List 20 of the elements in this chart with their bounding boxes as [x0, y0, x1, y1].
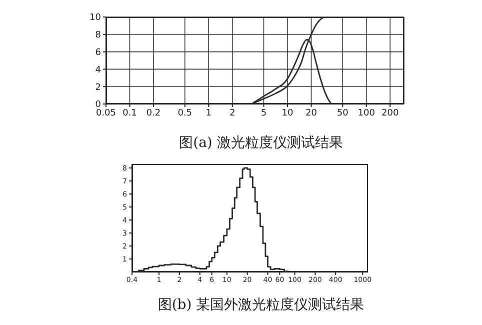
- text: 图(a) 激光粒度仪测试结果: [178, 134, 344, 153]
- x-tick-label: 0.1: [122, 108, 137, 118]
- x-tick-label: 2: [229, 108, 236, 118]
- x-tick-label: 50: [336, 108, 349, 118]
- x-tick-label: 10: [282, 108, 294, 118]
- x-tick-label: 5: [260, 108, 267, 118]
- y-tick-label: 2: [95, 82, 101, 93]
- text: 图(b) 某国外激光粒度仪测试结果: [156, 296, 366, 315]
- y-tick-label: 10: [90, 13, 102, 24]
- x-tick-label: 0.2: [146, 108, 161, 118]
- x-tick-label: 0.05: [96, 108, 116, 118]
- x-tick-label: 1: [206, 108, 212, 118]
- y-tick-label: 8: [95, 30, 102, 41]
- y-tick-label: 0: [95, 100, 102, 110]
- x-tick-label: 20: [306, 108, 318, 118]
- x-tick-label: 100: [358, 108, 376, 118]
- y-tick-label: 4: [95, 65, 102, 76]
- x-tick-label: 0.5: [178, 108, 192, 118]
- y-tick-label: 6: [95, 48, 102, 58]
- x-tick-label: 200: [382, 108, 399, 118]
